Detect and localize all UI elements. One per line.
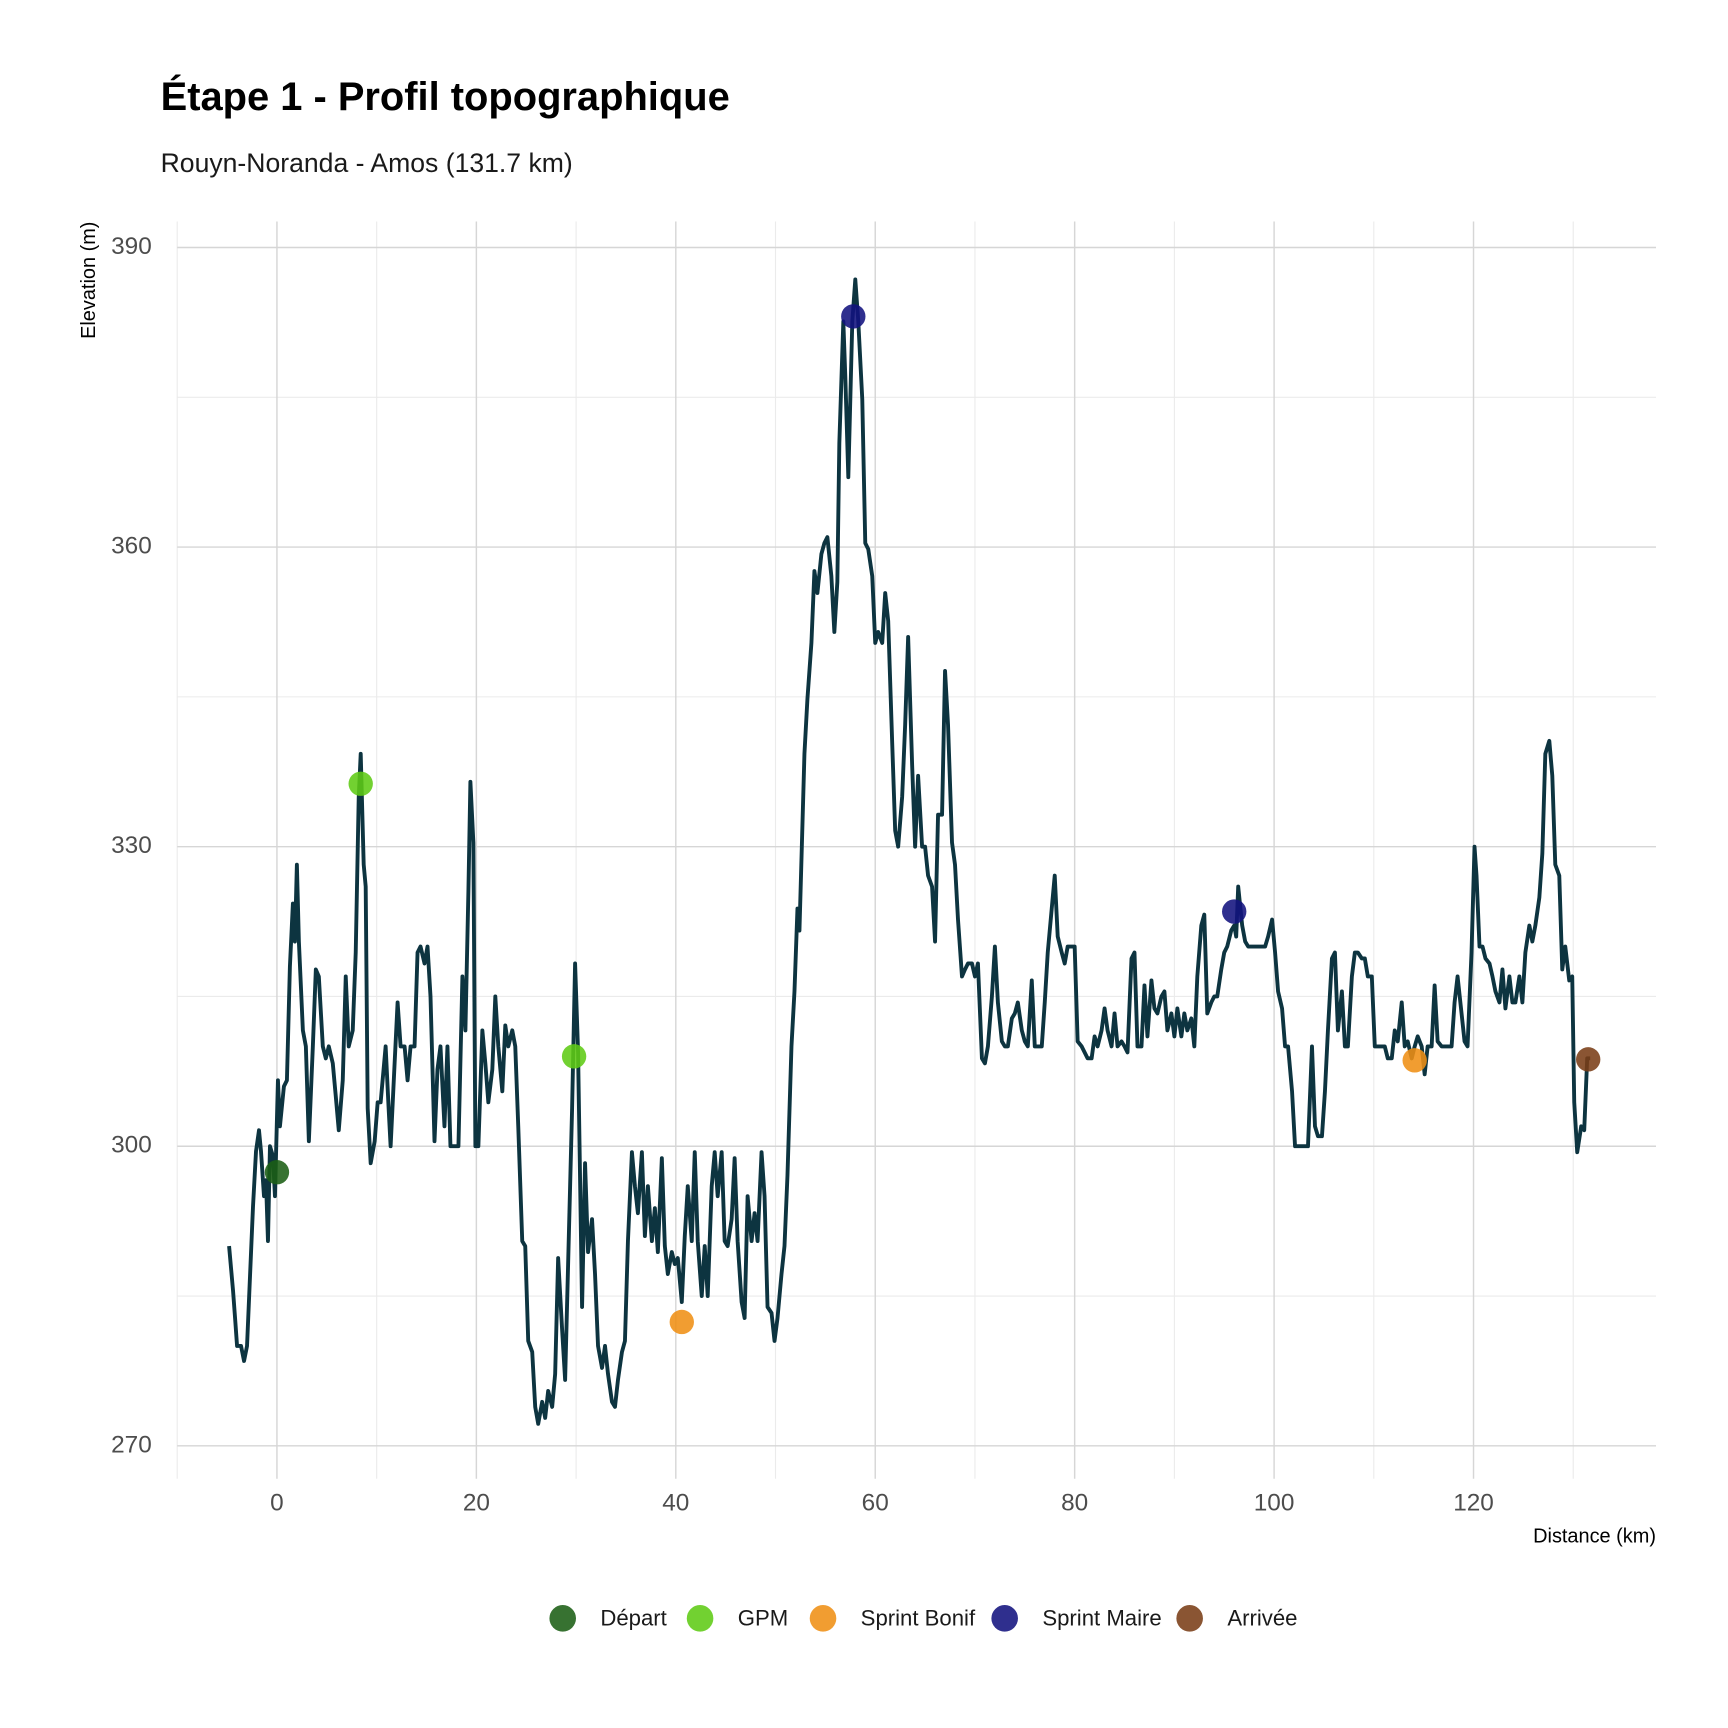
x-tick-label: 40 xyxy=(662,1490,689,1517)
legend-label: Sprint Maire xyxy=(1042,1605,1161,1630)
point-marker xyxy=(669,1309,694,1335)
legend-key xyxy=(809,1605,837,1632)
point-marker xyxy=(1576,1047,1601,1072)
legend: Départ GPM Sprint Bonif Sprint Maire Arrivée xyxy=(549,1605,1297,1632)
chart-subtitle: Rouyn-Noranda - Amos (131.7 km) xyxy=(161,148,573,178)
grid: 270 300 330 360 390 0 20 40 60 80 100 120 xyxy=(111,221,1656,1517)
point-marker xyxy=(348,771,373,796)
y-tick-label: 330 xyxy=(111,832,152,859)
y-axis-title: Elevation (m) xyxy=(78,222,100,339)
x-axis-title: Distance (km) xyxy=(1533,1526,1656,1548)
y-tick-label: 300 xyxy=(111,1132,152,1159)
plot-area xyxy=(227,277,1601,1426)
point-marker xyxy=(1222,899,1247,924)
legend-key xyxy=(549,1605,576,1632)
y-tick-label: 390 xyxy=(111,233,152,260)
legend-key xyxy=(991,1605,1018,1632)
y-tick-label: 270 xyxy=(111,1431,152,1458)
x-tick-label: 100 xyxy=(1254,1490,1295,1517)
legend-key xyxy=(686,1605,714,1632)
chart-title: Étape 1 - Profil topographique xyxy=(161,74,730,119)
point-marker xyxy=(1402,1048,1427,1073)
x-tick-label: 60 xyxy=(862,1490,889,1517)
x-tick-label: 120 xyxy=(1453,1490,1494,1517)
x-tick-label: 0 xyxy=(270,1490,284,1517)
point-marker xyxy=(841,304,866,329)
legend-label: Départ xyxy=(600,1605,666,1630)
elevation-line xyxy=(227,277,1591,1426)
legend-label: Sprint Bonif xyxy=(861,1605,976,1630)
point-marker xyxy=(264,1160,290,1185)
point-marker xyxy=(561,1044,587,1069)
legend-key xyxy=(1176,1605,1203,1632)
legend-label: Arrivée xyxy=(1227,1605,1297,1630)
x-tick-label: 20 xyxy=(463,1490,490,1517)
x-tick-label: 80 xyxy=(1061,1490,1088,1517)
y-tick-label: 360 xyxy=(111,533,152,560)
legend-label: GPM xyxy=(738,1605,788,1630)
